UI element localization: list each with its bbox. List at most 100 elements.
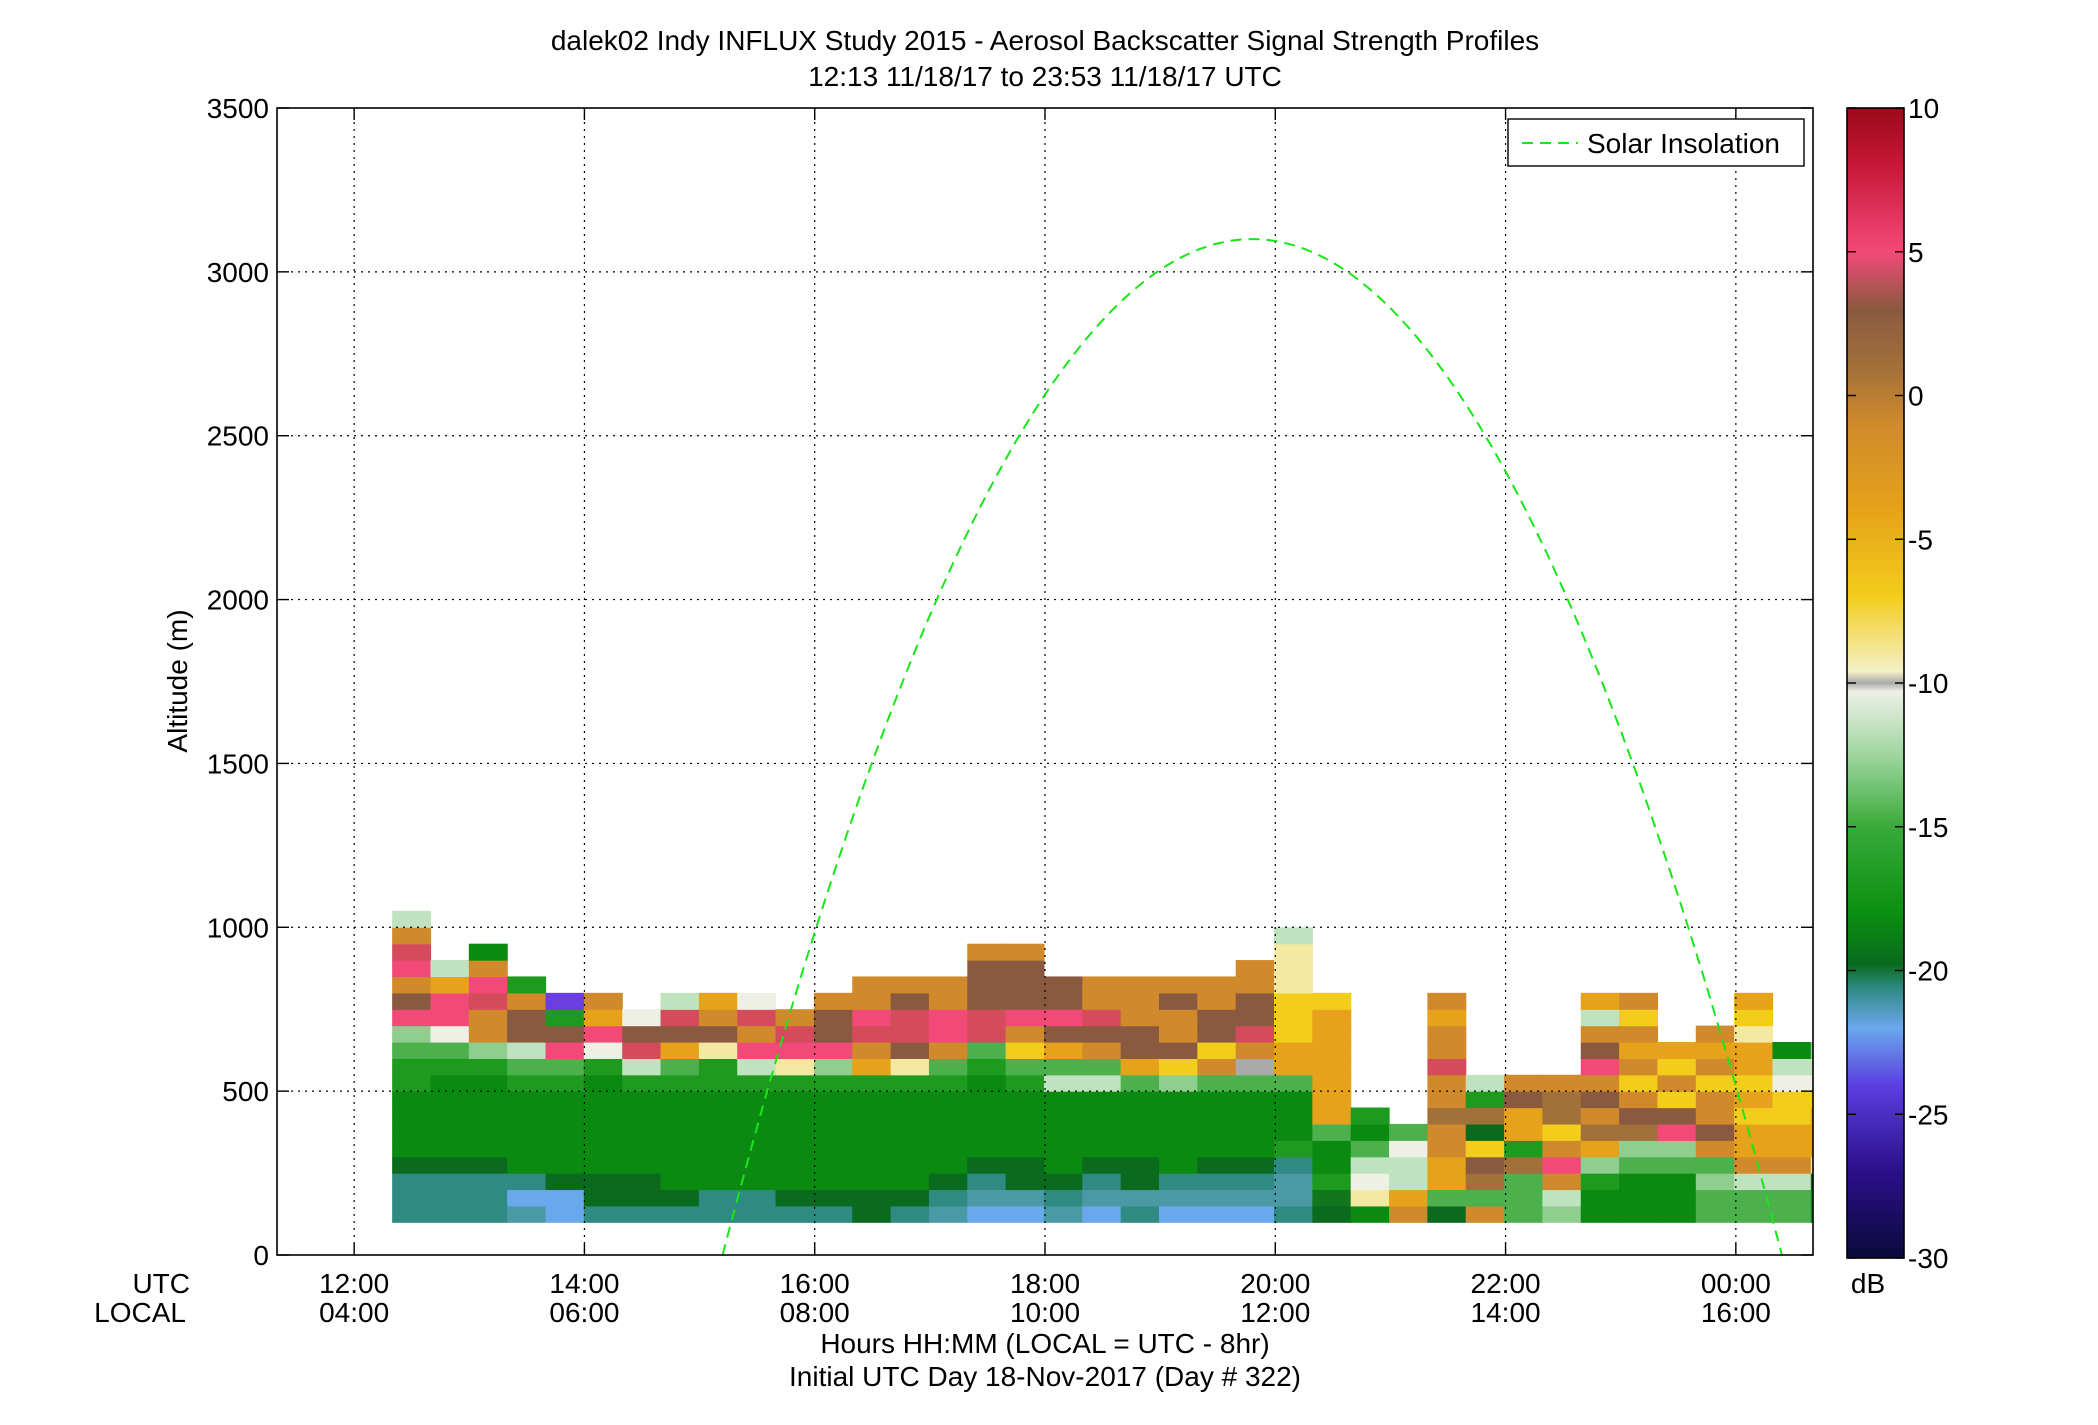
heatmap-cell — [622, 1173, 662, 1191]
colorbar: 10 5 0 -5 -10 -15 -20 -25 -30 dB — [1846, 93, 1948, 1299]
heatmap-cell — [1695, 1173, 1735, 1191]
y-tick-label: 2000 — [207, 585, 269, 616]
heatmap-cell — [1504, 1074, 1544, 1092]
heatmap-cell — [967, 1074, 1007, 1092]
heatmap-cell — [430, 1091, 470, 1109]
heatmap-cell — [1158, 1140, 1198, 1158]
heatmap-cell — [1043, 1058, 1083, 1076]
heatmap-cell — [1427, 1140, 1467, 1158]
heatmap-cell — [622, 1041, 662, 1059]
heatmap-cell — [1734, 1156, 1774, 1174]
heatmap-cell — [660, 1025, 700, 1043]
heatmap-cell — [890, 992, 930, 1010]
heatmap-cell — [967, 1041, 1007, 1059]
heatmap-cell — [698, 1058, 738, 1076]
heatmap-cell — [1005, 1123, 1045, 1141]
heatmap-cell — [622, 1025, 662, 1043]
heatmap-cell — [1043, 1009, 1083, 1027]
heatmap-cell — [1695, 1041, 1735, 1059]
heatmap-cell — [1619, 1123, 1659, 1141]
heatmap-cell — [1274, 1107, 1313, 1125]
heatmap-cell — [1427, 1123, 1467, 1141]
heatmap-cell — [545, 1107, 585, 1125]
heatmap-cell — [583, 1091, 623, 1109]
heatmap-cell — [928, 992, 968, 1010]
heatmap-cell — [622, 1091, 662, 1109]
heatmap-cell — [1005, 1058, 1045, 1076]
heatmap-cell — [1274, 1140, 1313, 1158]
heatmap-cell — [1504, 1205, 1544, 1223]
heatmap-cell — [698, 1025, 738, 1043]
heatmap-cell — [392, 910, 432, 928]
y-axis-ticks: 0 500 1000 1500 2000 2500 3000 3500 — [207, 93, 1813, 1271]
heatmap-cell — [1274, 1025, 1313, 1043]
heatmap-cell — [430, 960, 470, 978]
heatmap-cell — [1427, 1009, 1467, 1027]
heatmap-cell — [1427, 1058, 1467, 1076]
heatmap-cell — [545, 1189, 585, 1207]
heatmap-cell — [1043, 1025, 1083, 1043]
colorbar-tick-label: -10 — [1908, 668, 1948, 699]
heatmap-cell — [430, 1107, 470, 1125]
heatmap-cell — [1120, 1009, 1160, 1027]
heatmap-cell — [468, 1074, 508, 1092]
heatmap-cell — [1350, 1140, 1390, 1158]
heatmap-cell — [928, 1140, 968, 1158]
heatmap-cell — [1312, 1123, 1352, 1141]
heatmap-cell — [1312, 1173, 1352, 1191]
heatmap-cell — [1082, 1074, 1122, 1092]
heatmap-cell — [737, 1058, 777, 1076]
x-tick-label-local: 10:00 — [1010, 1297, 1080, 1328]
heatmap-cell — [1772, 1156, 1812, 1174]
heatmap-cell — [660, 1058, 700, 1076]
heatmap-cell — [622, 1140, 662, 1158]
heatmap-cell — [1427, 1156, 1467, 1174]
heatmap-cell — [967, 1189, 1007, 1207]
heatmap-cell — [622, 1107, 662, 1125]
heatmap-cell — [890, 976, 930, 994]
heatmap-cell — [1772, 1173, 1812, 1191]
solar-insolation-curve — [721, 238, 1783, 1255]
heatmap-cell — [1082, 976, 1122, 994]
heatmap-cell — [852, 1074, 892, 1092]
heatmap-cell — [622, 1074, 662, 1092]
heatmap-cell — [1274, 976, 1313, 994]
heatmap-cell — [545, 1025, 585, 1043]
heatmap-cell — [813, 1025, 853, 1043]
heatmap-cell — [775, 1091, 815, 1109]
x-tick-label-utc: 18:00 — [1010, 1268, 1080, 1299]
heatmap-cell — [737, 1123, 777, 1141]
heatmap-cell — [430, 1123, 470, 1141]
heatmap-cell — [1197, 992, 1237, 1010]
heatmap-cell — [1542, 1123, 1582, 1141]
heatmap-cell — [1082, 1140, 1122, 1158]
heatmap-cell — [1235, 960, 1275, 978]
heatmap-cell — [1427, 1074, 1467, 1092]
heatmap-cell — [852, 1009, 892, 1027]
heatmap-cell — [468, 1041, 508, 1059]
x-row-label-local: LOCAL — [94, 1297, 186, 1328]
heatmap-cell — [660, 1189, 700, 1207]
heatmap-cell — [967, 1123, 1007, 1141]
heatmap-cell — [1120, 976, 1160, 994]
colorbar-tick-label: 10 — [1908, 93, 1939, 124]
heatmap-cell — [1274, 1123, 1313, 1141]
heatmap-cell — [430, 1156, 470, 1174]
heatmap-cell — [430, 976, 470, 994]
heatmap-cell — [1465, 1107, 1505, 1125]
heatmap-cell — [737, 1107, 777, 1125]
heatmap-cell — [813, 992, 853, 1010]
heatmap-cell — [583, 1123, 623, 1141]
heatmap-cell — [1695, 1025, 1735, 1043]
heatmap-cell — [1274, 943, 1313, 961]
heatmap-cell — [1005, 1091, 1045, 1109]
heatmap-cell — [1619, 1205, 1659, 1223]
heatmap-cell — [1695, 1156, 1735, 1174]
heatmap-cell — [1082, 1107, 1122, 1125]
heatmap-cell — [1005, 1189, 1045, 1207]
heatmap-cell — [1350, 1156, 1390, 1174]
heatmap-cell — [852, 1123, 892, 1141]
x-tick-label-local: 08:00 — [780, 1297, 850, 1328]
heatmap-cell — [1235, 1140, 1275, 1158]
